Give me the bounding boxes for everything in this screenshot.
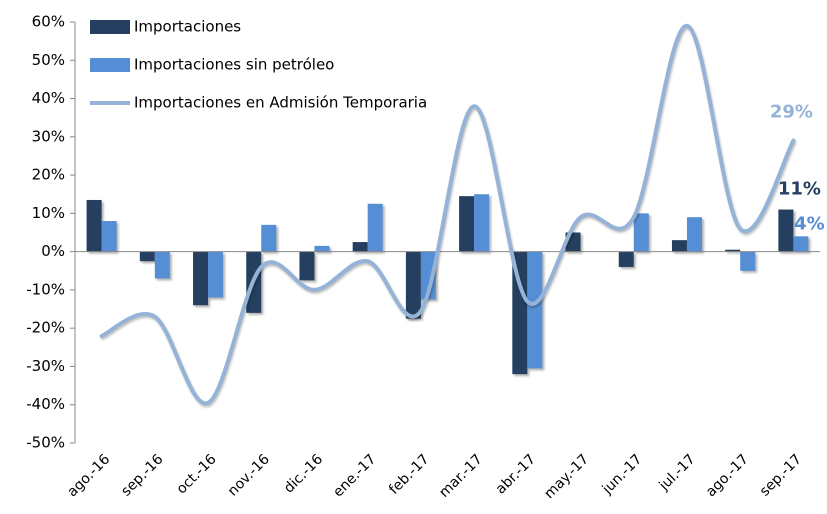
y-tick-label: 0% [41,242,65,260]
bar [367,203,383,252]
bar [193,251,209,306]
legend-swatch [90,58,130,72]
x-tick-label: ago.-16 [64,451,113,500]
bar [154,251,170,279]
legend-label: Importaciones sin petróleo [134,56,334,74]
bar [405,251,421,319]
bar [314,245,330,252]
y-tick-label: 10% [32,204,65,222]
y-tick-label: -30% [26,357,65,375]
data-label: 4% [794,213,825,234]
x-tick-label: ene.-17 [330,451,379,500]
y-tick-label: 50% [32,51,65,69]
y-tick-label: 40% [32,89,65,107]
y-tick-label: 60% [32,13,65,31]
x-tick-label: may.-17 [541,451,592,502]
bar [208,251,224,298]
x-tick-label: feb.-17 [386,451,432,497]
legend-label: Importaciones en Admisión Temporaria [134,94,427,112]
bar [352,242,368,252]
legend-label: Importaciones [134,18,241,36]
y-tick-label: -50% [26,434,65,452]
bar [512,251,528,375]
line [99,23,796,406]
bar [86,199,102,252]
bar [261,224,277,252]
x-tick-label: dic.-16 [281,451,326,496]
bar [420,251,436,300]
y-tick-label: -40% [26,395,65,413]
bar [459,196,475,252]
x-tick-label: oct.-16 [174,451,220,497]
bar [633,213,649,252]
legend-swatch [90,20,130,34]
bar [686,217,702,252]
bar [299,251,315,281]
bar [778,209,794,252]
y-tick-label: 30% [32,127,65,145]
bar [618,251,634,267]
data-label: 11% [778,179,821,200]
y-tick-label: -10% [26,280,65,298]
bar [139,251,155,262]
x-tick-label: sep.-16 [118,451,166,499]
y-tick-label: -20% [26,319,65,337]
bar [725,249,741,252]
x-tick-label: jun.-17 [599,451,646,498]
bar [101,221,117,252]
bar [740,251,756,271]
x-tick-label: ago.-17 [703,451,752,500]
bar [474,194,490,252]
x-tick-label: abr.-17 [493,451,539,497]
x-tick-label: nov.-16 [225,451,273,499]
bar [671,240,687,252]
y-tick-label: 20% [32,166,65,184]
x-tick-label: jul.-17 [656,451,699,494]
x-tick-label: mar.-17 [436,451,486,501]
data-label: 29% [770,102,813,123]
x-tick-label: sep.-17 [757,451,805,499]
bar [527,251,543,369]
bar [793,236,809,252]
